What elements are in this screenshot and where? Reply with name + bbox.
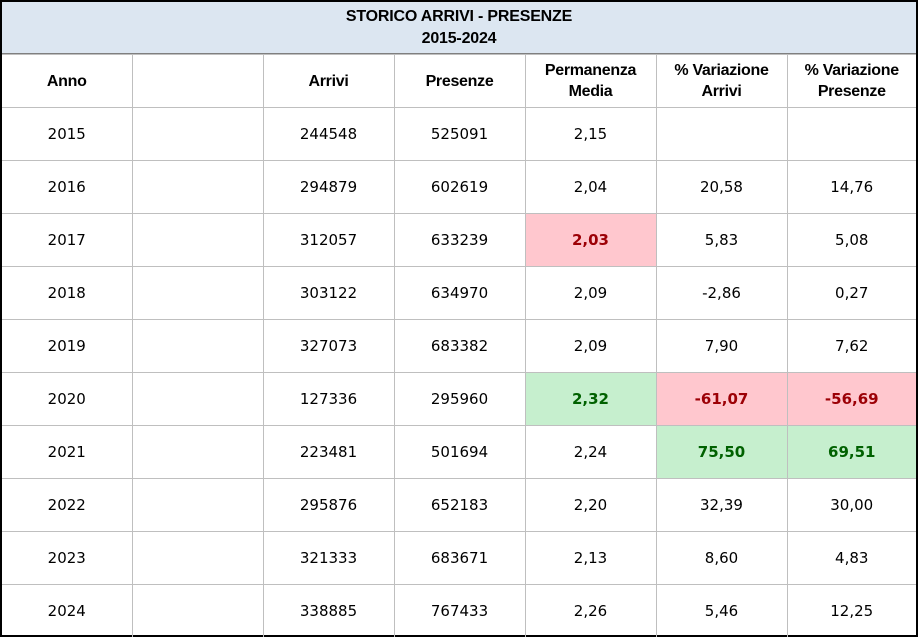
cell-anno: 2017 — [2, 213, 133, 267]
cell-variazione-arrivi: -61,07 — [655, 372, 788, 426]
cell-anno: 2021 — [2, 425, 133, 479]
cell-variazione-presenze: 7,62 — [786, 319, 916, 373]
cell-anno: 2015 — [2, 107, 133, 161]
cell-anno: 2023 — [2, 531, 133, 585]
cell-permanenza-media: 2,15 — [524, 107, 657, 161]
cell-variazione-arrivi: 32,39 — [655, 478, 788, 532]
cell-blank — [131, 213, 264, 267]
cell-variazione-arrivi: 7,90 — [655, 319, 788, 373]
cell-permanenza-media: 2,26 — [524, 584, 657, 637]
table-row: 2017 312057 633239 2,03 5,83 5,08 — [2, 213, 916, 267]
cell-variazione-presenze: 30,00 — [786, 478, 916, 532]
cell-blank — [131, 107, 264, 161]
cell-variazione-presenze: 14,76 — [786, 160, 916, 214]
cell-variazione-arrivi: 20,58 — [655, 160, 788, 214]
cell-arrivi: 223481 — [262, 425, 395, 479]
table-row: 2021 223481 501694 2,24 75,50 69,51 — [2, 425, 916, 479]
cell-presenze: 652183 — [393, 478, 526, 532]
cell-permanenza-media: 2,24 — [524, 425, 657, 479]
table-row: 2024 338885 767433 2,26 5,46 12,25 — [2, 584, 916, 637]
cell-presenze: 634970 — [393, 266, 526, 320]
cell-arrivi: 338885 — [262, 584, 395, 637]
table-row: 2020 127336 295960 2,32 -61,07 -56,69 — [2, 372, 916, 426]
table-title-banner: STORICO ARRIVI - PRESENZE 2015-2024 — [2, 2, 916, 54]
cell-anno: 2019 — [2, 319, 133, 373]
cell-arrivi: 312057 — [262, 213, 395, 267]
cell-variazione-arrivi: 8,60 — [655, 531, 788, 585]
table-row: 2016 294879 602619 2,04 20,58 14,76 — [2, 160, 916, 214]
header-anno: Anno — [2, 54, 133, 108]
cell-variazione-arrivi — [655, 107, 788, 161]
cell-presenze: 501694 — [393, 425, 526, 479]
cell-presenze: 633239 — [393, 213, 526, 267]
header-variazione-presenze: % Variazione Presenze — [786, 54, 916, 108]
cell-variazione-presenze: -56,69 — [786, 372, 916, 426]
cell-blank — [131, 425, 264, 479]
cell-presenze: 525091 — [393, 107, 526, 161]
table-title: STORICO ARRIVI - PRESENZE — [345, 7, 573, 25]
header-permanenza-media: Permanenza Media — [524, 54, 657, 108]
cell-permanenza-media: 2,20 — [524, 478, 657, 532]
cell-permanenza-media: 2,03 — [524, 213, 657, 267]
cell-blank — [131, 319, 264, 373]
cell-variazione-presenze: 0,27 — [786, 266, 916, 320]
cell-arrivi: 127336 — [262, 372, 395, 426]
cell-variazione-arrivi: -2,86 — [655, 266, 788, 320]
cell-blank — [131, 372, 264, 426]
cell-permanenza-media: 2,04 — [524, 160, 657, 214]
cell-permanenza-media: 2,32 — [524, 372, 657, 426]
cell-anno: 2016 — [2, 160, 133, 214]
cell-variazione-arrivi: 5,83 — [655, 213, 788, 267]
cell-variazione-presenze: 5,08 — [786, 213, 916, 267]
cell-anno: 2020 — [2, 372, 133, 426]
cell-arrivi: 244548 — [262, 107, 395, 161]
header-row: Anno Arrivi Presenze Permanenza Media % … — [2, 54, 916, 108]
cell-blank — [131, 584, 264, 637]
header-arrivi: Arrivi — [262, 54, 395, 108]
table-subtitle-years: 2015-2024 — [421, 29, 497, 47]
cell-presenze: 602619 — [393, 160, 526, 214]
cell-arrivi: 303122 — [262, 266, 395, 320]
cell-blank — [131, 266, 264, 320]
cell-blank — [131, 531, 264, 585]
cell-variazione-presenze — [786, 107, 916, 161]
cell-arrivi: 295876 — [262, 478, 395, 532]
table-row: 2019 327073 683382 2,09 7,90 7,62 — [2, 319, 916, 373]
cell-blank — [131, 160, 264, 214]
cell-presenze: 295960 — [393, 372, 526, 426]
cell-blank — [131, 478, 264, 532]
cell-presenze: 683671 — [393, 531, 526, 585]
table-row: 2023 321333 683671 2,13 8,60 4,83 — [2, 531, 916, 585]
table-row: 2015 244548 525091 2,15 — [2, 107, 916, 161]
cell-anno: 2018 — [2, 266, 133, 320]
arrivals-presences-table: Anno Arrivi Presenze Permanenza Media % … — [2, 54, 916, 637]
cell-permanenza-media: 2,13 — [524, 531, 657, 585]
cell-presenze: 683382 — [393, 319, 526, 373]
header-variazione-arrivi: % Variazione Arrivi — [655, 54, 788, 108]
cell-variazione-arrivi: 75,50 — [655, 425, 788, 479]
header-presenze: Presenze — [393, 54, 526, 108]
cell-variazione-presenze: 4,83 — [786, 531, 916, 585]
cell-arrivi: 294879 — [262, 160, 395, 214]
table-body: 2015 244548 525091 2,15 2016 294879 602619 2,04… — [2, 107, 916, 637]
cell-variazione-presenze: 69,51 — [786, 425, 916, 479]
cell-presenze: 767433 — [393, 584, 526, 637]
table-row: 2022 295876 652183 2,20 32,39 30,00 — [2, 478, 916, 532]
cell-arrivi: 321333 — [262, 531, 395, 585]
header-blank — [131, 54, 264, 108]
cell-variazione-presenze: 12,25 — [786, 584, 916, 637]
cell-arrivi: 327073 — [262, 319, 395, 373]
cell-anno: 2024 — [2, 584, 133, 637]
cell-permanenza-media: 2,09 — [524, 319, 657, 373]
cell-variazione-arrivi: 5,46 — [655, 584, 788, 637]
table-row: 2018 303122 634970 2,09 -2,86 0,27 — [2, 266, 916, 320]
cell-anno: 2022 — [2, 478, 133, 532]
cell-permanenza-media: 2,09 — [524, 266, 657, 320]
